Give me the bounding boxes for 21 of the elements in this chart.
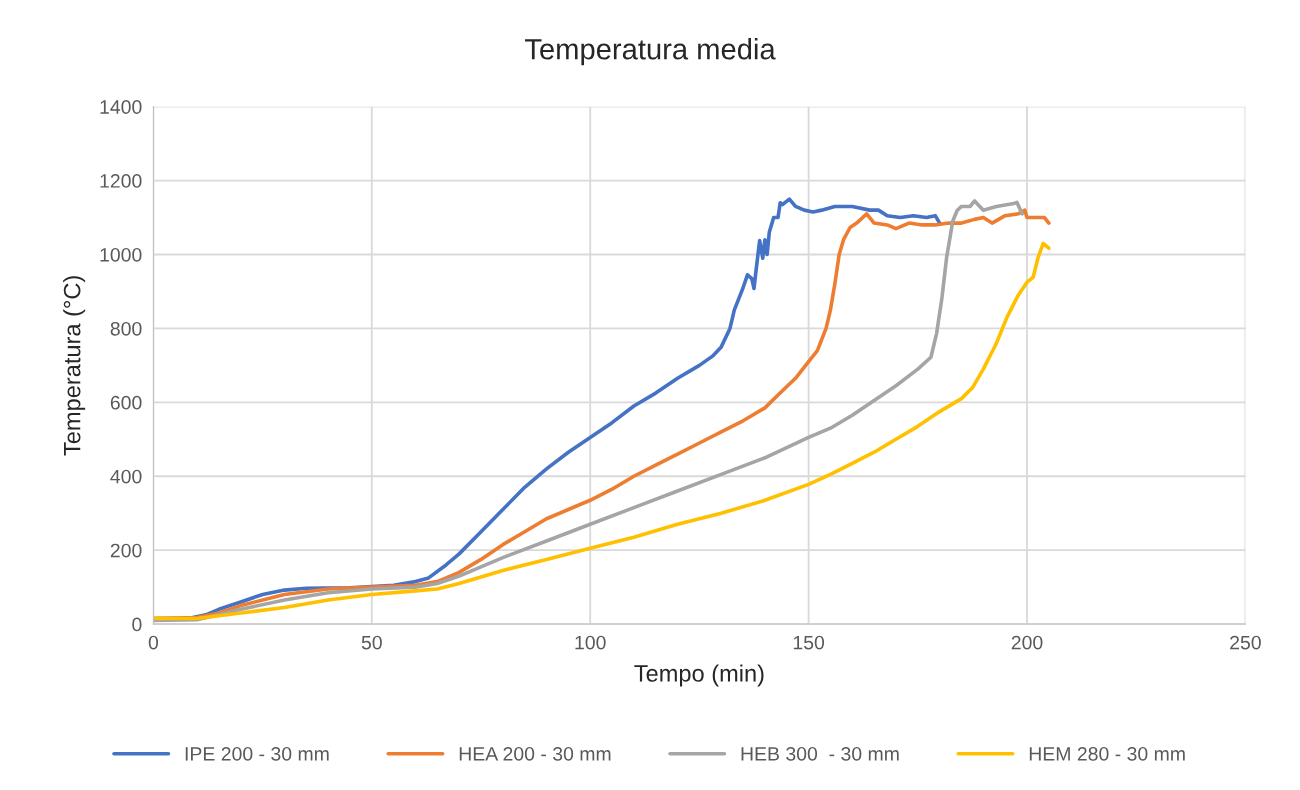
x-axis-title: Tempo (min): [634, 664, 764, 687]
legend-label: HEB 300 - 30 mm: [741, 746, 899, 761]
y-tick-label: 1000: [100, 247, 142, 262]
x-tick-label: 100: [575, 635, 606, 650]
y-tick-label: 0: [132, 617, 142, 632]
chart-title: Temperatura media: [525, 38, 776, 66]
legend-label: HEA 200 - 30 mm: [459, 746, 611, 761]
x-tick-label: 250: [1230, 635, 1261, 650]
y-tick-label: 200: [110, 543, 142, 558]
x-tick-label: 150: [793, 635, 825, 650]
y-tick-label: 1400: [100, 100, 142, 114]
y-tick-label: 1200: [100, 174, 142, 188]
x-tick-label: 200: [1011, 635, 1043, 650]
x-tick-label: 50: [361, 635, 382, 650]
x-tick-label: 0: [148, 635, 159, 650]
y-tick-label: 400: [110, 469, 142, 484]
y-axis-title: Temperatura (°C): [63, 276, 86, 456]
legend-label: IPE 200 - 30 mm: [185, 746, 329, 761]
y-tick-label: 600: [110, 395, 142, 410]
legend-label: HEM 280 - 30 mm: [1029, 746, 1185, 761]
y-tick-label: 800: [110, 321, 142, 336]
